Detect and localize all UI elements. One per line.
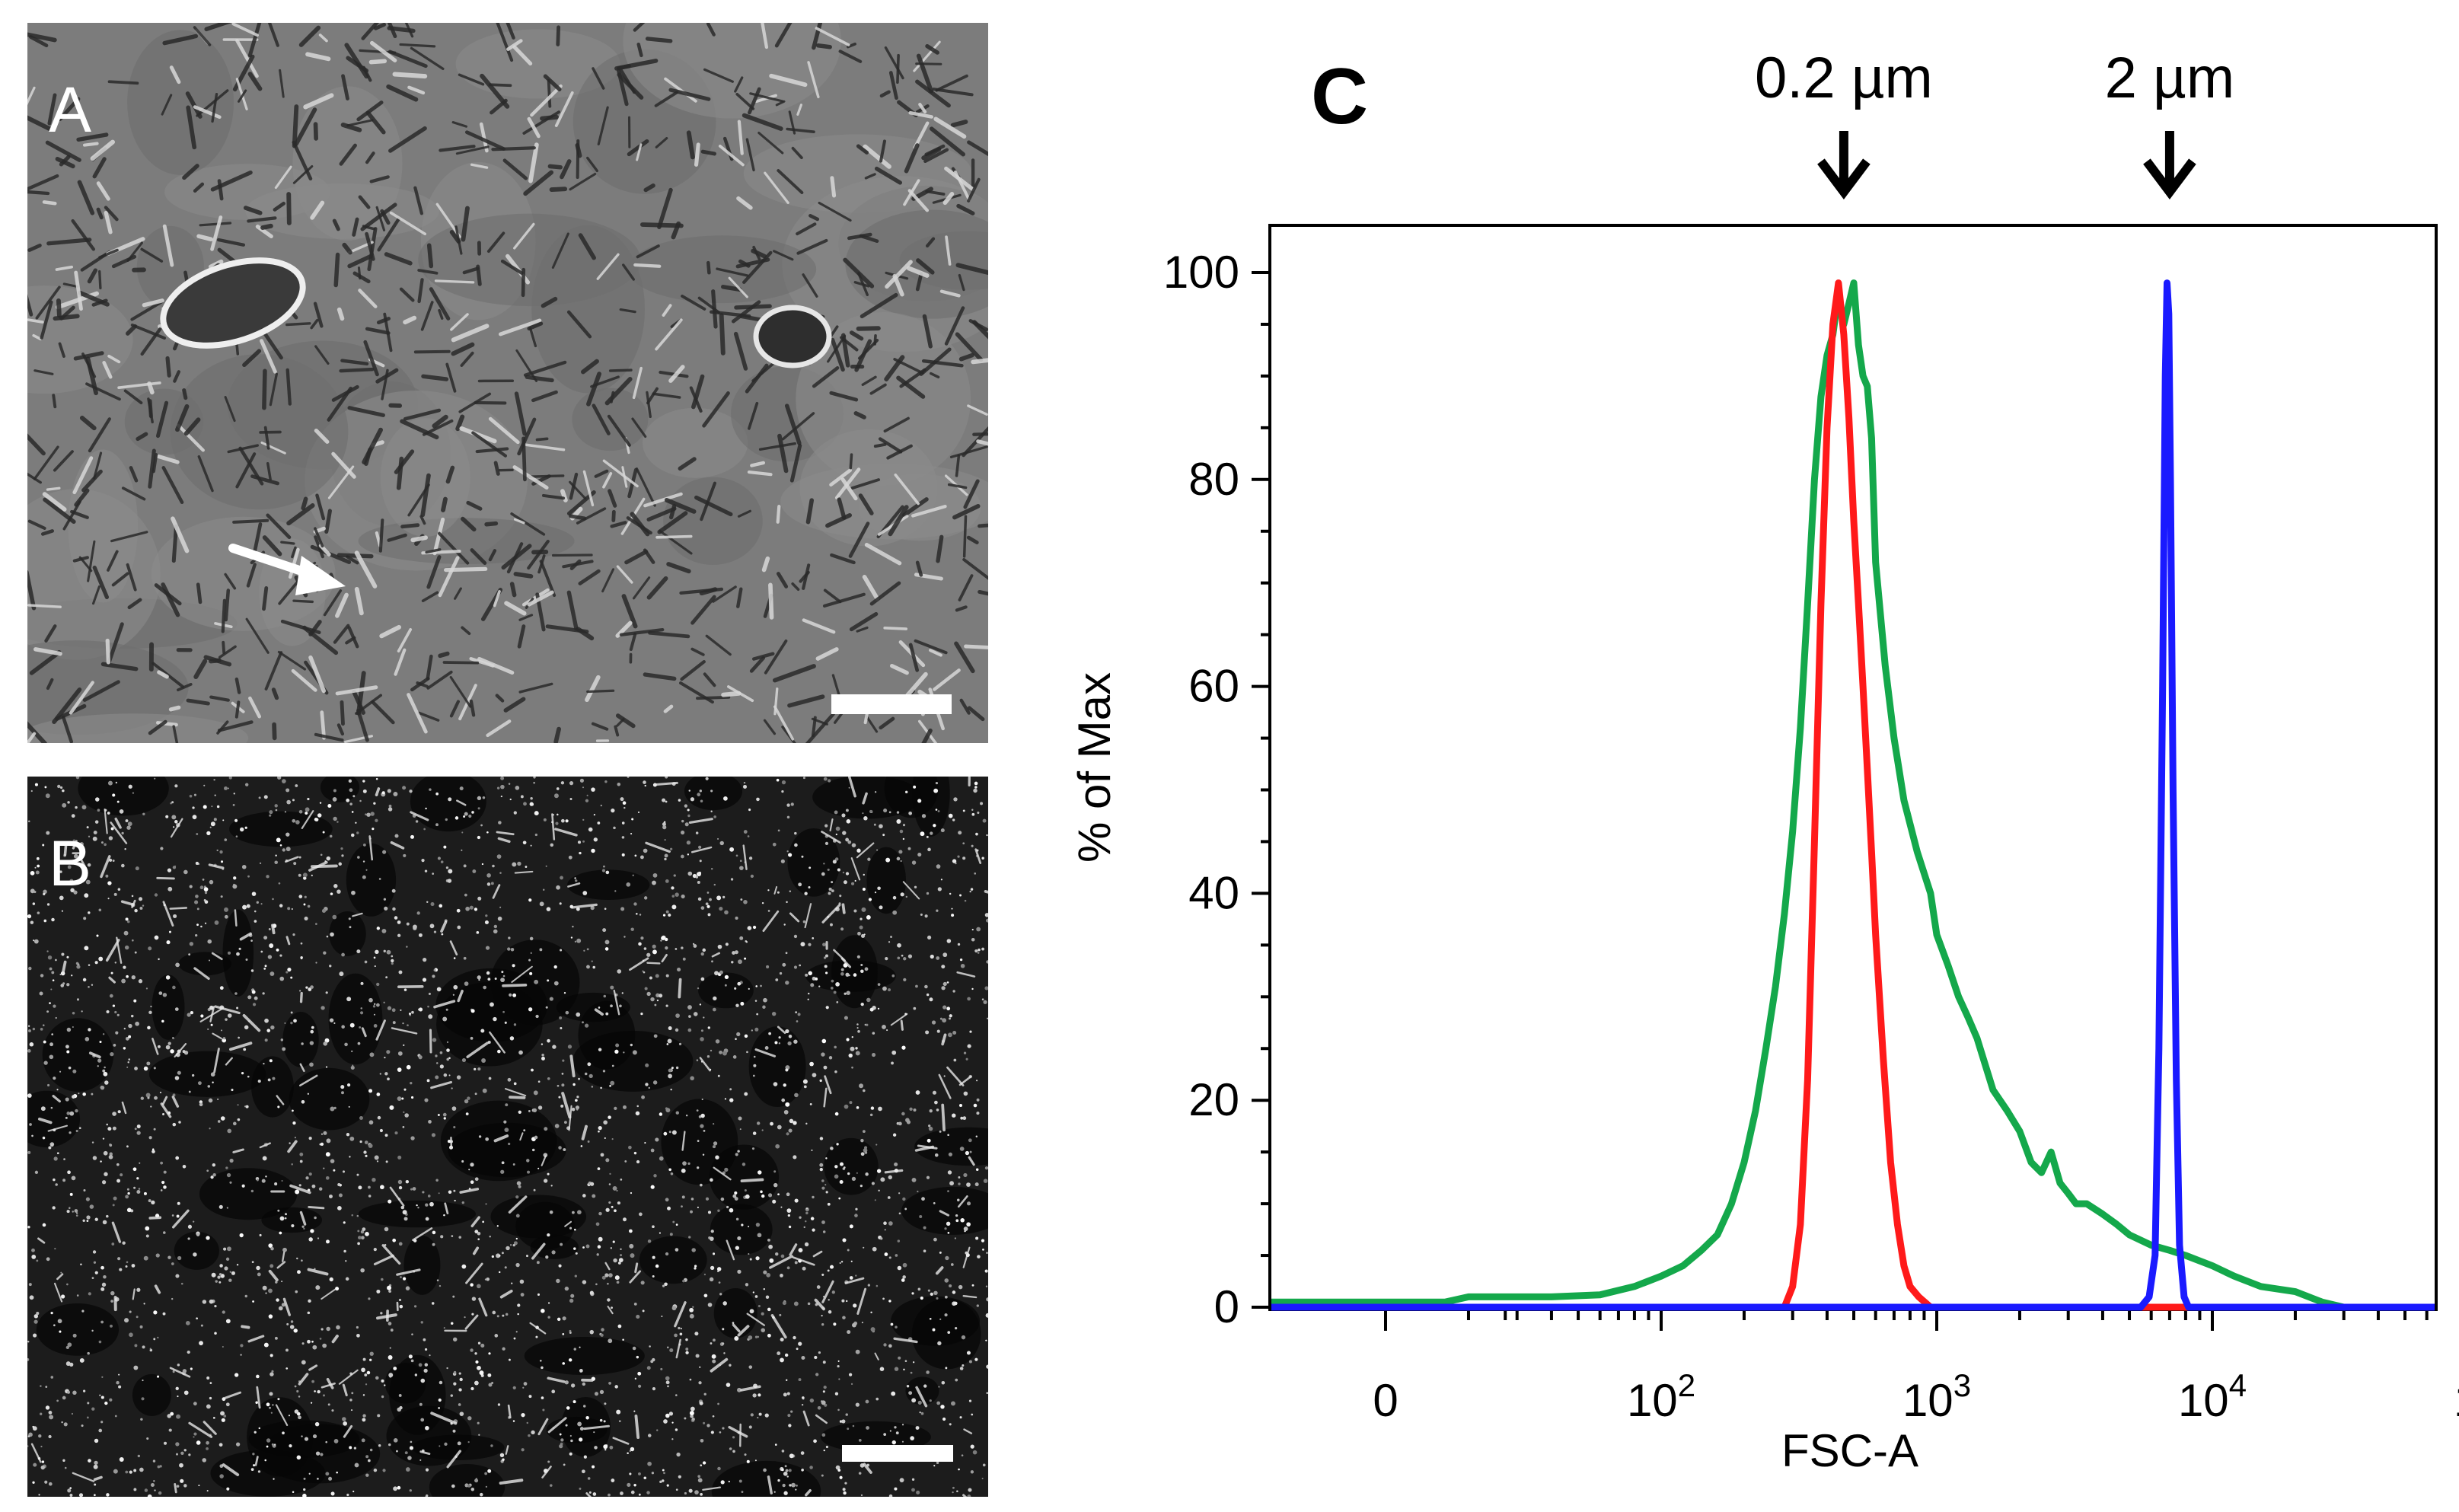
y-tick-label: 100 <box>1163 247 1239 298</box>
plot-frame <box>1268 224 2438 1311</box>
panel-a-label: A <box>49 74 92 145</box>
fluorescence-image <box>27 777 988 1497</box>
y-tick-label: 0 <box>1214 1281 1239 1332</box>
arrow-head-icon <box>1817 158 1871 199</box>
y-axis: 0 20 40 60 80 100 <box>1163 247 1270 1332</box>
size-annotations: 0.2 µm 2 µm <box>1755 46 2234 199</box>
series-green-line <box>1271 279 2435 1311</box>
x-tick-label: 105 <box>2454 1367 2459 1426</box>
annotation-label: 0.2 µm <box>1755 46 1933 110</box>
series-blue-line <box>1271 279 2435 1311</box>
scale-bar-b <box>842 1445 953 1462</box>
x-tick-label: 104 <box>2178 1367 2247 1426</box>
y-axis-label: % of Max <box>1069 672 1120 863</box>
annotation-label: 2 µm <box>2105 46 2234 110</box>
y-tick-label: 20 <box>1188 1074 1239 1125</box>
y-tick-label: 80 <box>1188 454 1239 505</box>
panel-c-label: C <box>1311 53 1368 141</box>
arrow-head-icon <box>2143 158 2196 199</box>
x-axis: 0 102 103 104 105 <box>1373 1309 2459 1426</box>
x-tick-label: 0 <box>1373 1375 1398 1426</box>
y-tick-label: 40 <box>1188 867 1239 918</box>
panel-a-micrograph <box>27 23 988 743</box>
x-axis-label: FSC-A <box>1781 1425 1918 1476</box>
phase-contrast-image <box>27 23 988 743</box>
y-tick-label: 60 <box>1188 661 1239 712</box>
series-red-line <box>1271 279 2435 1311</box>
panel-b-label: B <box>49 828 92 899</box>
series-layer <box>1271 279 2435 1311</box>
x-tick-label: 102 <box>1627 1367 1695 1426</box>
x-tick-label: 103 <box>1902 1367 1971 1426</box>
scale-bar-a <box>831 694 952 714</box>
panel-b-micrograph <box>27 777 988 1497</box>
